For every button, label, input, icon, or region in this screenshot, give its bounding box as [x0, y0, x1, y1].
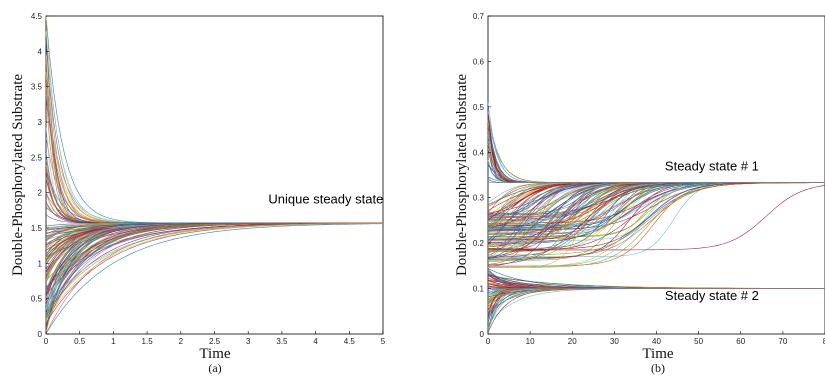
x-tick-label: 2	[179, 337, 184, 346]
x-tick-label: 1	[111, 337, 116, 346]
x-tick-label: 60	[736, 337, 745, 346]
y-tick-label: 3	[38, 118, 43, 127]
panel-a-ylabel: Double-Phosphorylated Substrate	[10, 74, 26, 276]
x-tick-label: 50	[694, 337, 703, 346]
trajectory-line	[45, 223, 384, 334]
y-tick-label: 0.4	[473, 148, 485, 157]
y-tick-label: 4.5	[31, 12, 43, 21]
x-tick-label: 2.5	[209, 337, 221, 346]
y-tick-label: 0.5	[31, 295, 43, 304]
panel-b-caption: (b)	[651, 361, 665, 375]
y-tick-label: 3.5	[31, 83, 43, 92]
x-tick-label: 30	[610, 337, 619, 346]
panel-b-ylabel: Double-Phosphorylated Substrate	[454, 74, 470, 276]
panel-a: 0 0.5 1 1.5 2 2.5 3 3.5 4 4.5 5 0 0.5 1 1.5 2 2.5 3 3.5 4 4.…	[10, 12, 386, 375]
panel-a-trajectories	[45, 15, 384, 334]
x-tick-label: 5	[381, 337, 386, 346]
panel-a-xlabel: Time	[199, 346, 230, 362]
x-tick-label: 8	[823, 337, 825, 346]
y-tick-label: 0.3	[473, 194, 485, 203]
trajectory-line	[45, 222, 383, 297]
y-tick-label: 0	[38, 330, 43, 339]
panel-a-caption: (a)	[208, 361, 221, 375]
y-tick-label: 0.1	[473, 285, 485, 294]
panel-b-frame	[487, 15, 825, 335]
panel-a-frame	[45, 15, 384, 335]
y-tick-label: 4	[38, 47, 43, 56]
panel-b-ticks: 010203040506070800.10.20.30.40.50.60.7	[473, 12, 825, 346]
panel-b-xlabel: Time	[642, 346, 673, 362]
x-tick-label: 3	[246, 337, 251, 346]
x-tick-label: 20	[568, 337, 577, 346]
panel-b: 010203040506070800.10.20.30.40.50.60.7 S…	[454, 12, 825, 375]
x-tick-label: 1.5	[142, 337, 154, 346]
panel-b-annotation-1: Steady state # 1	[665, 158, 759, 173]
x-tick-label: 10	[526, 337, 535, 346]
y-tick-label: 0	[480, 330, 485, 339]
x-tick-label: 0.5	[74, 337, 86, 346]
y-tick-label: 1.5	[31, 224, 43, 233]
x-tick-label: 4	[313, 337, 318, 346]
panel-a-annotation: Unique steady state	[268, 191, 383, 206]
x-tick-label: 4.5	[344, 337, 356, 346]
x-tick-label: 0	[44, 337, 49, 346]
panel-b-annotation-2: Steady state # 2	[665, 288, 759, 303]
y-tick-label: 2	[38, 189, 43, 198]
y-tick-label: 1	[38, 259, 43, 268]
x-tick-label: 70	[778, 337, 787, 346]
y-tick-label: 0.7	[473, 12, 485, 21]
panel-b-trajectories	[487, 102, 825, 335]
y-tick-label: 0.6	[473, 57, 485, 66]
x-tick-label: 3.5	[276, 337, 288, 346]
y-tick-label: 0.2	[473, 239, 485, 248]
y-tick-label: 2.5	[31, 153, 43, 162]
x-tick-label: 0	[486, 337, 491, 346]
y-tick-label: 0.5	[473, 103, 485, 112]
trajectory-line	[45, 223, 384, 321]
panel-a-ticks: 0 0.5 1 1.5 2 2.5 3 3.5 4 4.5 5 0 0.5 1 1.5 2 2.5 3 3.5 4 4.…	[31, 12, 386, 346]
x-tick-label: 40	[652, 337, 661, 346]
